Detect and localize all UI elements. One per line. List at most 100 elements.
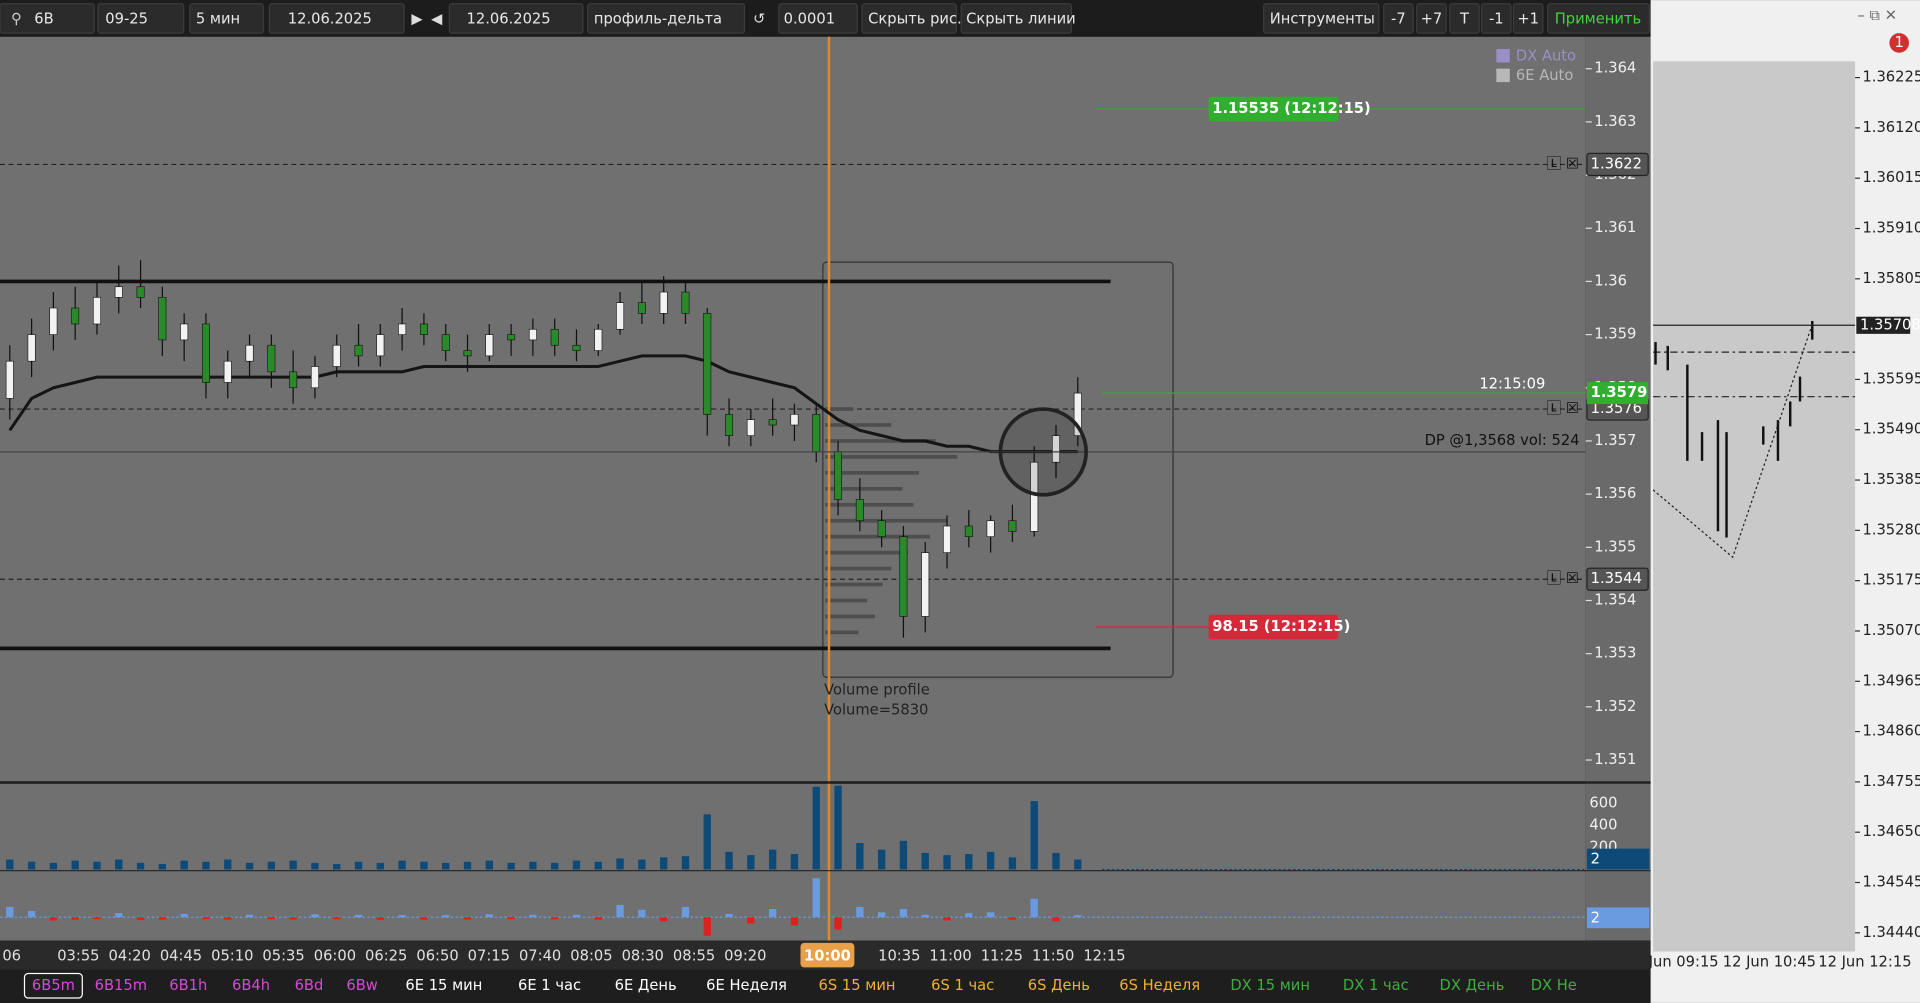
toolbar-field[interactable] <box>268 3 405 34</box>
tab[interactable]: 6B15m <box>95 977 147 994</box>
tab[interactable]: 6S День <box>1028 977 1090 994</box>
side-tick-label: 1.35595 <box>1862 370 1920 387</box>
apply-button[interactable] <box>1547 3 1650 34</box>
volume-bar <box>594 861 602 870</box>
toolbar-text: Скрыть линии <box>966 11 1076 28</box>
volume-bar <box>49 862 58 870</box>
volume-bar <box>202 861 210 870</box>
price-tag <box>1586 152 1649 177</box>
candle-body <box>594 328 603 351</box>
tab[interactable]: 6B1h <box>169 977 207 994</box>
toolbar-field[interactable] <box>861 3 957 34</box>
line-controls[interactable]: 🄻 ☒ <box>1547 400 1580 417</box>
window-controls[interactable]: – ⧉ ✕ <box>1858 7 1897 24</box>
legend-label: 6E Auto <box>1516 67 1573 84</box>
time-label: 08:05 <box>570 947 612 964</box>
side-x-label: Jun 09:15 <box>1648 954 1719 971</box>
toolbar-button[interactable] <box>1416 3 1447 34</box>
volume-bar <box>812 786 820 870</box>
tab[interactable]: 6Bw <box>346 977 377 994</box>
volume-bar <box>420 861 428 870</box>
toolbar-field[interactable] <box>448 3 584 34</box>
toolbar-button[interactable] <box>1383 3 1414 34</box>
tab[interactable]: 6E 15 мин <box>405 977 482 994</box>
profile-bar <box>825 614 875 619</box>
y-tick-label: 1.352 <box>1594 698 1636 715</box>
delta-bar <box>311 914 319 918</box>
volume-bar <box>899 840 908 870</box>
candle-body <box>1030 461 1039 532</box>
toolbar-field[interactable] <box>0 3 95 34</box>
toolbar-field[interactable] <box>1263 3 1380 34</box>
side-x-label: 12 Jun 12:15 <box>1818 954 1911 971</box>
candle-body <box>921 552 930 617</box>
toolbar-button-label: +1 <box>1517 11 1539 28</box>
toolbar-button[interactable] <box>1449 3 1480 34</box>
candle-body <box>71 307 80 325</box>
toolbar-field[interactable] <box>189 3 264 34</box>
profile-bar <box>825 566 892 571</box>
candle-body <box>223 360 232 383</box>
toolbar-field[interactable] <box>778 3 858 34</box>
candle-body <box>768 419 777 426</box>
volume-bar <box>158 863 167 870</box>
y-tick-label: 1.364 <box>1594 60 1636 77</box>
tab[interactable]: 6S Неделя <box>1119 977 1200 994</box>
delta-bar <box>747 917 755 924</box>
candle-body <box>245 344 254 362</box>
price-tag-label: 1.3576 <box>1591 400 1642 417</box>
delta-bar <box>768 909 777 918</box>
toolbar-button-label: -7 <box>1391 11 1406 28</box>
candle-body <box>1073 392 1082 436</box>
notification-badge[interactable] <box>1889 33 1909 53</box>
toolbar-field[interactable] <box>97 3 185 34</box>
apply-label: Применить <box>1555 11 1641 28</box>
line-controls[interactable]: 🄻 ☒ <box>1547 155 1580 172</box>
price-tag-label: 1.3622 <box>1591 155 1642 172</box>
toolbar-field[interactable] <box>960 3 1073 34</box>
next-arrow[interactable]: ▶ <box>411 11 423 28</box>
volume-tag-label: 2 <box>1591 851 1600 868</box>
tab[interactable]: DX 15 мин <box>1230 977 1310 994</box>
delta-bar <box>594 917 602 920</box>
candle-body <box>659 291 668 314</box>
tab[interactable]: DX 1 час <box>1343 977 1409 994</box>
tab[interactable]: DX День <box>1440 977 1505 994</box>
toolbar-button[interactable] <box>1481 3 1512 34</box>
legend-swatch <box>1496 68 1510 83</box>
delta-bar <box>1008 917 1017 920</box>
toolbar-button-label: -1 <box>1489 11 1504 28</box>
candle-body <box>528 328 537 341</box>
volume-bar <box>943 855 951 870</box>
delta-bar <box>965 913 973 918</box>
candle-body <box>964 525 973 537</box>
candle-body <box>136 286 145 298</box>
tab[interactable]: 6S 15 мин <box>819 977 896 994</box>
delta-bar <box>790 917 799 926</box>
tab[interactable]: 6S 1 час <box>931 977 994 994</box>
delta-bar <box>899 909 908 918</box>
toolbar-button[interactable] <box>1512 3 1544 34</box>
tab[interactable]: DX Не <box>1531 977 1577 994</box>
tab[interactable]: 6B5m <box>32 977 75 994</box>
tab[interactable]: 6E 1 час <box>518 977 581 994</box>
candle-body <box>27 334 36 362</box>
delta-bar <box>921 914 929 918</box>
line-controls[interactable]: 🄻 ☒ <box>1547 570 1580 587</box>
prev-arrow[interactable]: ◀ <box>431 11 443 28</box>
time-label: 04:20 <box>109 947 151 964</box>
volume-bar <box>790 854 799 870</box>
toolbar-field[interactable] <box>587 3 746 34</box>
delta-bar <box>49 917 58 921</box>
tab[interactable]: 6B4h <box>232 977 270 994</box>
delta-bar <box>442 915 450 918</box>
delta-bar <box>986 912 995 918</box>
volume-bar <box>703 814 711 870</box>
volume-bar <box>311 862 319 870</box>
tab[interactable]: 6Bd <box>295 977 324 994</box>
tab[interactable]: 6E День <box>615 977 677 994</box>
reset-icon[interactable]: ↺ <box>753 11 765 28</box>
tab[interactable]: 6E Неделя <box>706 977 787 994</box>
y-tick-label: 1.351 <box>1594 751 1636 768</box>
content: 6B 09-25 5 мин 12.06.2025 12.06.2025 профиль-… <box>0 3 1920 999</box>
